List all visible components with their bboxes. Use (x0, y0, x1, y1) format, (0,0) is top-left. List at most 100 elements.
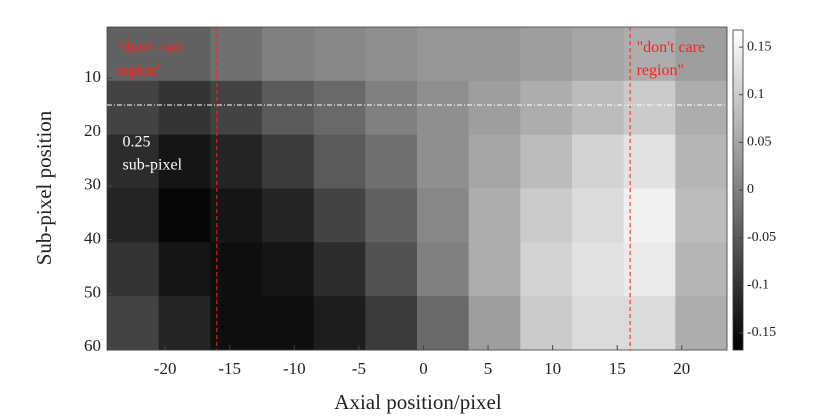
heatmap-cell (107, 134, 160, 189)
y-tick-label: 60 (84, 336, 101, 355)
x-tick-label: -20 (154, 359, 177, 378)
heatmap-cell (675, 134, 728, 189)
annotation: 0.25 (123, 133, 151, 150)
colorbar-tick-label: 0 (747, 182, 754, 197)
heatmap-cell (210, 80, 263, 136)
heatmap-cell (417, 134, 470, 189)
heatmap-cell (468, 296, 521, 351)
x-tick-label: -15 (218, 359, 241, 378)
heatmap-cell (468, 80, 521, 136)
heatmap-cell (313, 296, 366, 351)
heatmap-cell (623, 188, 676, 243)
heatmap-cell (313, 27, 366, 82)
heatmap-cell (468, 242, 521, 297)
heatmap-cell (210, 296, 263, 351)
heatmap-cell (468, 134, 521, 189)
plot-frame (106, 26, 728, 351)
heatmap-cell (262, 188, 315, 243)
heatmap-cell (572, 188, 625, 243)
heatmap-cell (520, 80, 573, 136)
heatmap-cell (158, 80, 211, 136)
annotation: region" (116, 62, 163, 79)
heatmap-cell (365, 80, 418, 136)
heatmap-cell (262, 80, 315, 136)
heatmap-cell (417, 296, 470, 351)
heatmap-cell (468, 27, 521, 82)
heatmap-cell (623, 134, 676, 189)
heatmap-cell (262, 27, 315, 82)
y-tick-label: 10 (84, 67, 101, 86)
heatmap-cell (210, 242, 263, 297)
heatmap-cell (417, 188, 470, 243)
heatmap-cell (210, 188, 263, 243)
x-tick-label: -5 (352, 359, 366, 378)
heatmap-cell (623, 242, 676, 297)
annotation: "don't care (637, 39, 706, 56)
y-tick-label: 50 (84, 282, 101, 301)
heatmap-cell (623, 80, 676, 136)
x-tick-label: 10 (544, 359, 561, 378)
heatmap-cell (572, 296, 625, 351)
x-tick-label: -10 (283, 359, 306, 378)
heatmap-cell (262, 242, 315, 297)
heatmap-cell (158, 134, 211, 189)
x-tick-label: 20 (673, 359, 690, 378)
colorbar-tick-label: -0.15 (747, 325, 776, 340)
heatmap-cell (107, 188, 160, 243)
annotation: region" (637, 62, 684, 79)
heatmap (107, 27, 728, 351)
y-tick-label: 20 (84, 121, 101, 140)
colorbar-tick-label: 0.05 (747, 135, 772, 150)
colorbar-tick-label: -0.1 (747, 277, 769, 292)
x-axis-label: Axial position/pixel (334, 390, 502, 414)
heatmap-cell (210, 27, 263, 82)
annotation: sub-pixel (123, 156, 183, 173)
x-tick-label: 0 (419, 359, 428, 378)
heatmap-cell (365, 134, 418, 189)
heatmap-cell (313, 80, 366, 136)
heatmap-cell (107, 27, 160, 82)
x-tick-label: 5 (484, 359, 493, 378)
heatmap-cell (365, 188, 418, 243)
heatmap-cell (675, 188, 728, 243)
heatmap-cell (365, 27, 418, 82)
heatmap-cell (365, 242, 418, 297)
heatmap-cell (468, 188, 521, 243)
heatmap-cell (107, 296, 160, 351)
heatmap-cell (675, 242, 728, 297)
heatmap-cell (158, 27, 211, 82)
heatmap-cell (520, 188, 573, 243)
heatmap-cell (675, 296, 728, 351)
heatmap-cell (158, 296, 211, 351)
x-tick-label: 15 (609, 359, 626, 378)
heatmap-cell (417, 27, 470, 82)
heatmap-cell (675, 27, 728, 82)
annotation: "don't care (116, 39, 184, 56)
heatmap-cell (417, 80, 470, 136)
heatmap-cell (572, 27, 625, 82)
heatmap-cell (313, 188, 366, 243)
heatmap-cell (417, 242, 470, 297)
y-tick-label: 30 (84, 175, 101, 194)
heatmap-cell (107, 242, 160, 297)
heatmap-cell (262, 134, 315, 189)
heatmap-cell (572, 242, 625, 297)
heatmap-cell (520, 27, 573, 82)
heatmap-cell (572, 80, 625, 136)
heatmap-cell (365, 296, 418, 351)
heatmap-cell (675, 80, 728, 136)
heatmap-cell (520, 134, 573, 189)
heatmap-cell (520, 242, 573, 297)
colorbar-tick-label: 0.15 (747, 39, 772, 54)
heatmap-cell (623, 296, 676, 351)
heatmap-cell (158, 188, 211, 243)
colorbar-tick-label: 0.1 (747, 87, 765, 102)
heatmap-cell (623, 27, 676, 82)
y-axis-label: Sub-pixel position (32, 110, 56, 265)
heatmap-cell (158, 242, 211, 297)
y-tick-label: 40 (84, 229, 101, 248)
heatmap-cell (520, 296, 573, 351)
heatmap-cell (107, 80, 160, 136)
colorbar-tick-label: -0.05 (747, 230, 776, 245)
